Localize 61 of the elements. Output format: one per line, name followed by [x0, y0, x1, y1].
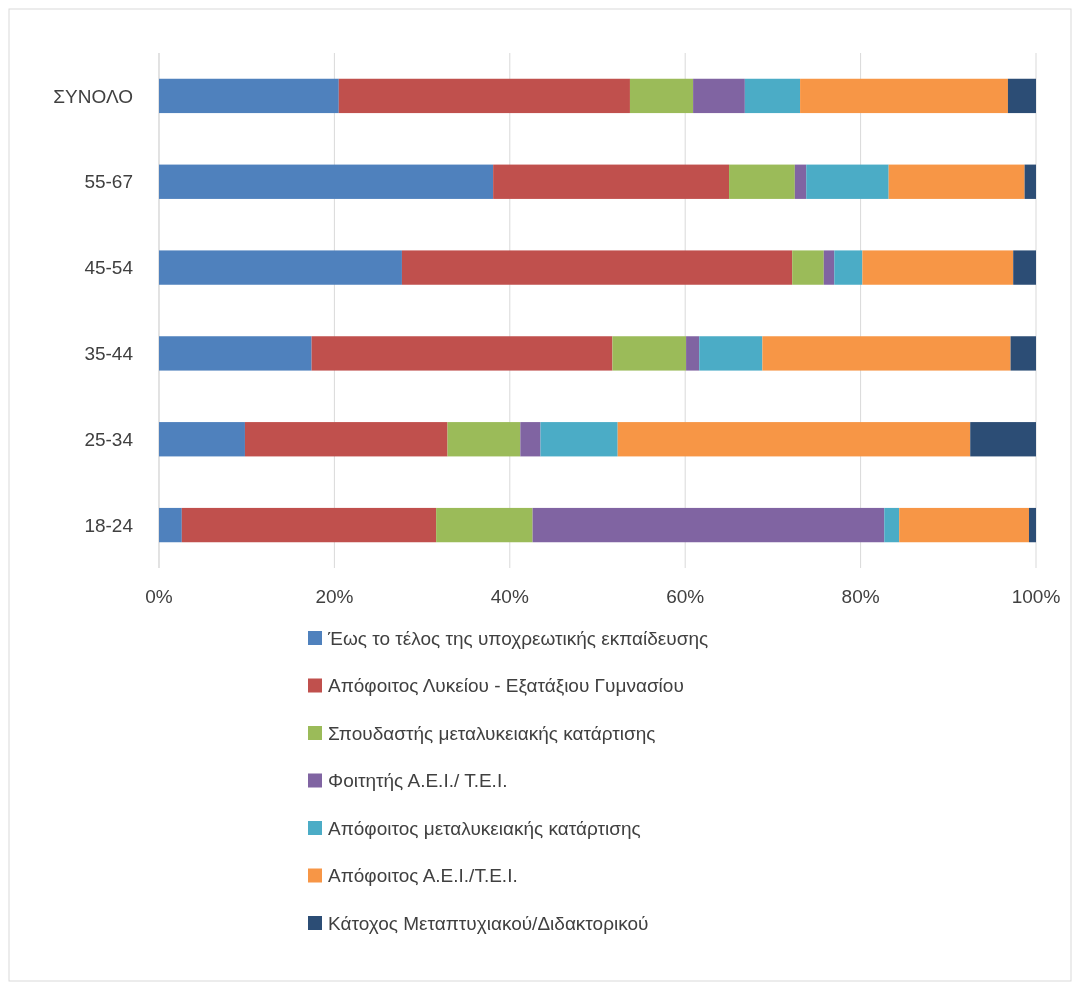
x-tick-label: 40%	[490, 586, 529, 607]
bar	[447, 422, 521, 457]
bar	[693, 78, 745, 114]
bar	[834, 250, 863, 285]
bar	[1028, 507, 1036, 543]
x-tick-label: 0%	[145, 586, 173, 607]
legend-label: Κάτοχος Μεταπτυχιακού/Διδακτορικού	[328, 912, 649, 934]
bar	[181, 507, 437, 543]
x-tick-label: 60%	[666, 586, 705, 607]
bar	[1007, 78, 1036, 114]
y-tick-label: 45-54	[84, 257, 134, 279]
bar	[612, 336, 687, 371]
bar	[823, 250, 835, 285]
bar	[617, 422, 971, 457]
bar	[401, 250, 793, 285]
legend-label: Απόφοιτος Λυκείου - Εξατάξιου Γυμνασίου	[328, 675, 684, 697]
bar	[159, 336, 312, 371]
bar	[699, 336, 763, 371]
bar	[338, 78, 630, 114]
bar	[899, 507, 1029, 543]
legend-label: Απόφοιτος μεταλυκειακής κατάρτισης	[328, 817, 641, 839]
legend-label: Σπουδαστής μεταλυκειακής κατάρτισης	[328, 722, 656, 744]
legend-label: Απόφοιτος Α.Ε.Ι./Τ.Ε.Ι.	[328, 865, 518, 887]
y-tick-label: 55-67	[84, 171, 133, 193]
bar	[794, 164, 807, 199]
bar	[159, 78, 339, 114]
bar	[493, 164, 730, 199]
bar	[762, 336, 1011, 371]
bar	[159, 250, 402, 285]
y-tick-label: 25-34	[84, 428, 134, 450]
legend-label: Έως το τέλος της υποχρεωτικής εκπαίδευσης	[327, 627, 709, 649]
bar	[159, 422, 245, 457]
x-tick-label: 100%	[1011, 586, 1061, 607]
bar	[792, 250, 824, 285]
bar	[629, 78, 694, 114]
bar	[862, 250, 1014, 285]
bar	[1013, 250, 1036, 285]
bar	[729, 164, 795, 199]
bar	[1024, 164, 1036, 199]
bar	[744, 78, 801, 114]
bar	[159, 507, 182, 543]
bar	[1010, 336, 1036, 371]
x-tick-label: 80%	[841, 586, 880, 607]
bar	[159, 164, 494, 199]
bar	[806, 164, 889, 199]
y-tick-label: ΣΥΝΟΛΟ	[53, 85, 133, 107]
bar	[520, 422, 541, 457]
legend-label: Φοιτητής Α.Ε.Ι./ Τ.Ε.Ι.	[328, 770, 508, 792]
bar	[244, 422, 448, 457]
bar	[311, 336, 613, 371]
y-tick-label: 18-24	[84, 514, 134, 536]
bar	[884, 507, 900, 543]
bar	[970, 422, 1036, 457]
bar	[532, 507, 885, 543]
bar	[800, 78, 1008, 114]
bar	[540, 422, 618, 457]
bar	[888, 164, 1025, 199]
y-tick-label: 35-44	[84, 343, 134, 365]
bar	[436, 507, 533, 543]
x-tick-label: 20%	[315, 586, 354, 607]
bar	[686, 336, 700, 371]
